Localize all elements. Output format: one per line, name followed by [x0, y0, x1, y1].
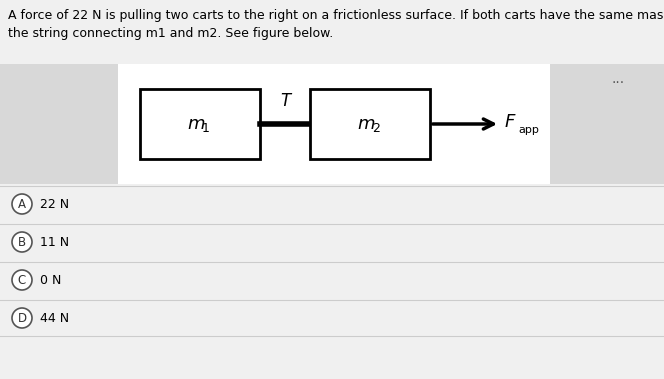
Text: m: m: [187, 115, 205, 133]
Text: B: B: [18, 235, 26, 249]
Circle shape: [12, 194, 32, 214]
Text: 22 N: 22 N: [40, 197, 69, 210]
Text: 44 N: 44 N: [40, 312, 69, 324]
FancyBboxPatch shape: [550, 64, 664, 184]
Text: D: D: [17, 312, 27, 324]
Circle shape: [12, 308, 32, 328]
FancyBboxPatch shape: [310, 89, 430, 159]
Text: app: app: [518, 125, 539, 135]
Text: 11 N: 11 N: [40, 235, 69, 249]
Text: 0 N: 0 N: [40, 274, 61, 287]
Text: 1: 1: [202, 122, 210, 136]
Circle shape: [12, 232, 32, 252]
Text: m: m: [357, 115, 374, 133]
Text: 2: 2: [372, 122, 380, 136]
FancyBboxPatch shape: [118, 64, 550, 184]
Text: A: A: [18, 197, 26, 210]
Text: A force of 22 N is pulling two carts to the right on a frictionless surface. If : A force of 22 N is pulling two carts to …: [8, 9, 664, 40]
FancyBboxPatch shape: [140, 89, 260, 159]
FancyBboxPatch shape: [0, 64, 118, 184]
Text: ...: ...: [612, 72, 625, 86]
Text: C: C: [18, 274, 26, 287]
Text: T: T: [280, 92, 290, 110]
Text: F: F: [505, 113, 515, 131]
Circle shape: [12, 270, 32, 290]
